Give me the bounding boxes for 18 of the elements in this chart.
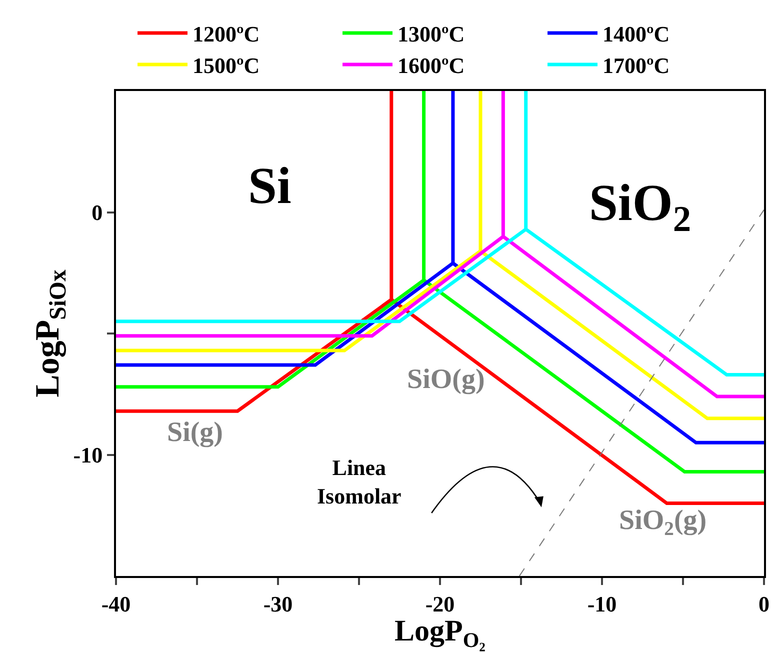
legend-label: 1600ºC bbox=[398, 53, 465, 78]
legend-label: 1500ºC bbox=[192, 53, 260, 78]
annotation: SiO$_{2}$(g) bbox=[619, 505, 707, 540]
annotation: Si(g) bbox=[167, 417, 223, 448]
x-tick-label: -30 bbox=[263, 591, 293, 616]
x-tick-label: -10 bbox=[587, 591, 617, 616]
annotation: Linea Isomolar bbox=[317, 455, 402, 509]
legend-label: 1400ºC bbox=[602, 22, 670, 47]
x-tick-label: -40 bbox=[101, 591, 131, 616]
x-axis-title: LogP$_{O₂}$ bbox=[394, 614, 486, 652]
legend-label: 1700ºC bbox=[602, 53, 670, 78]
legend-label: 1300ºC bbox=[398, 22, 465, 47]
legend-label: 1200ºC bbox=[192, 22, 260, 47]
annotation: Si bbox=[248, 158, 292, 215]
annotation: SiO$_{2}$ bbox=[589, 175, 692, 239]
x-tick-label: 0 bbox=[758, 591, 770, 616]
x-tick-label: -20 bbox=[425, 591, 455, 616]
annotation: SiO(g) bbox=[407, 364, 485, 395]
